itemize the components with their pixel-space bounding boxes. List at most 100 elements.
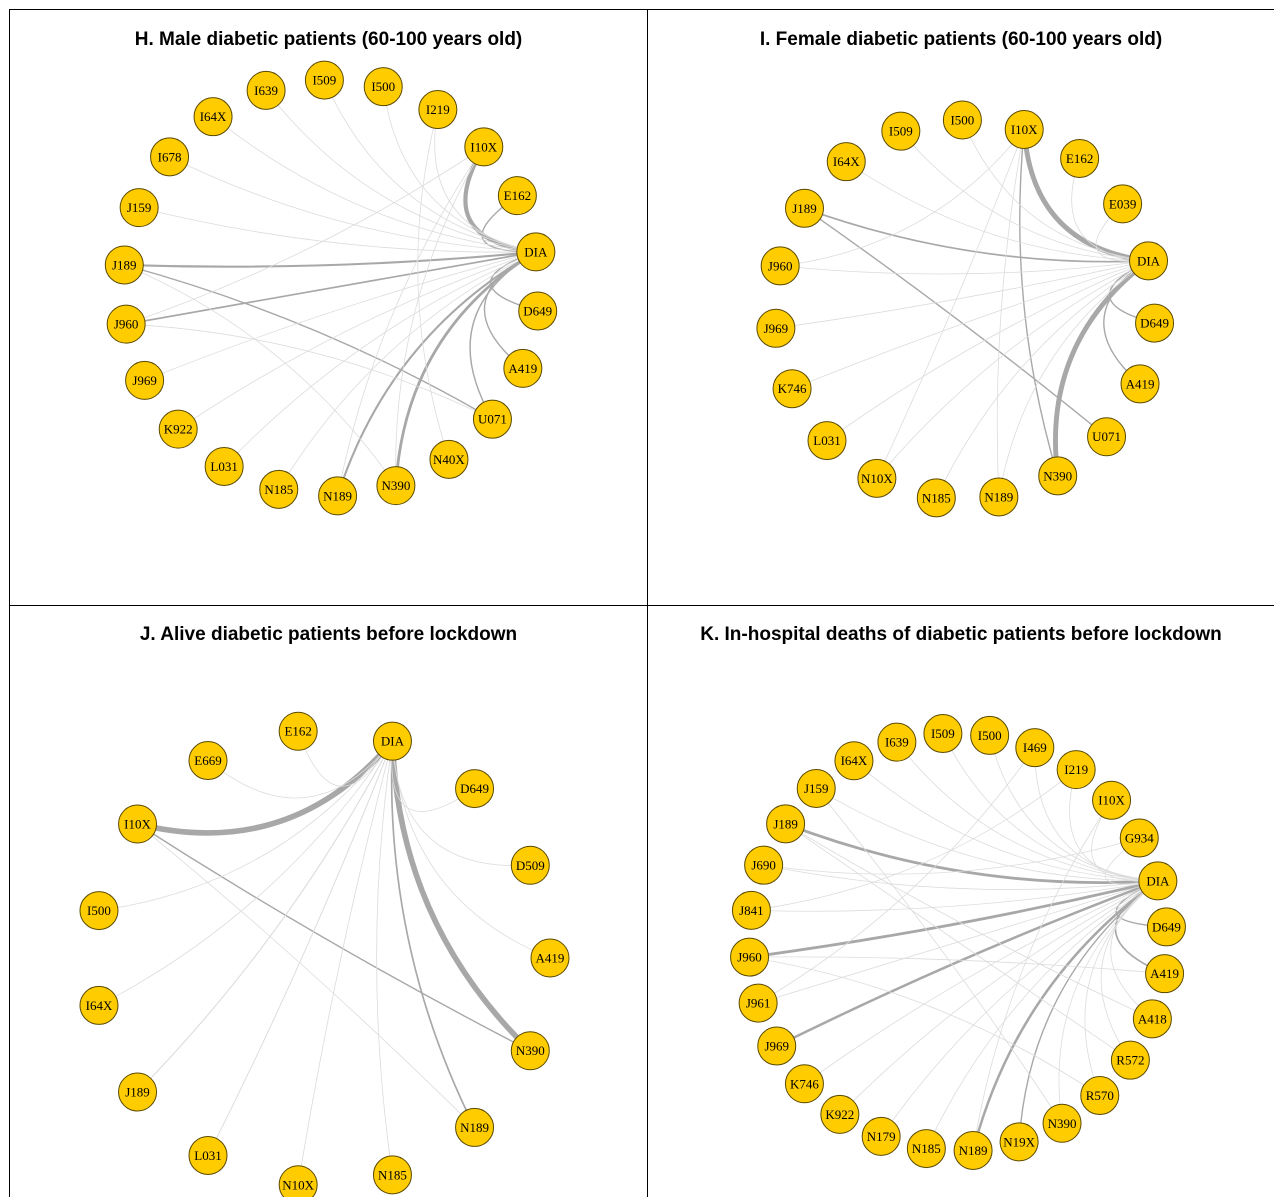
edge-dia-i219 xyxy=(1069,769,1159,882)
node-label: I509 xyxy=(312,73,336,88)
node-circle xyxy=(1110,1040,1150,1080)
node-circle xyxy=(916,478,956,518)
node-circle xyxy=(118,804,158,844)
edge-dia-d649 xyxy=(391,740,475,812)
node-label: K746 xyxy=(790,1076,819,1091)
edge-dia-i469 xyxy=(1034,747,1159,882)
node-circle xyxy=(861,1116,901,1156)
node-a419: A419 xyxy=(1120,364,1160,404)
edge-dia-j690 xyxy=(763,864,1159,890)
node-label: J960 xyxy=(114,317,139,332)
node-circle xyxy=(497,176,537,216)
node-circle xyxy=(757,1026,797,1066)
node-circle xyxy=(150,137,190,177)
edge-dia-n189 xyxy=(336,250,537,497)
node-label: D649 xyxy=(460,781,489,796)
node-label: N189 xyxy=(959,1143,988,1158)
node-i10x: I10X xyxy=(464,127,504,167)
node-circle xyxy=(246,70,286,110)
node-j969: J969 xyxy=(756,308,796,348)
node-label: A419 xyxy=(1150,966,1179,981)
node-label: J189 xyxy=(773,816,798,831)
edge-j159-n390 xyxy=(815,788,1063,1124)
node-j841: J841 xyxy=(731,890,771,930)
edge-dia-n19x xyxy=(1018,880,1159,1143)
edge-dia-j159 xyxy=(138,207,537,253)
edge-dia-n10x xyxy=(876,260,1149,479)
edge-i219-dia xyxy=(434,109,537,253)
node-circle xyxy=(530,938,570,978)
node-label: J159 xyxy=(804,781,829,796)
edge-j189-u071 xyxy=(123,264,494,420)
edge-dia-u071 xyxy=(469,251,537,420)
node-label: N185 xyxy=(378,1167,407,1182)
node-label: N390 xyxy=(381,478,410,493)
node-n185: N185 xyxy=(916,478,956,518)
edge-dia-r570 xyxy=(1084,880,1159,1096)
node-label: N19X xyxy=(1003,1134,1035,1149)
node-label: J969 xyxy=(764,321,789,336)
edge-dia-n185 xyxy=(376,740,393,1176)
node-label: J189 xyxy=(792,201,817,216)
edge-dia-i10x xyxy=(134,738,396,836)
node-circle xyxy=(826,142,866,182)
node-circle xyxy=(807,421,847,461)
node-label: L031 xyxy=(210,459,237,474)
network-graph: DIA D649 A419 U071 N390 N189 N185 N10X L031 K746 J… xyxy=(756,100,1175,518)
edge-dia-j960 xyxy=(748,879,1160,959)
node-label: A419 xyxy=(536,951,565,966)
node-i219: I219 xyxy=(418,90,458,130)
node-circle xyxy=(104,245,144,285)
edge-i10x-n189 xyxy=(337,146,485,497)
node-label: I639 xyxy=(254,83,278,98)
node-label: I10X xyxy=(1098,793,1125,808)
node-label: L031 xyxy=(194,1148,221,1163)
edge-dia-k922 xyxy=(839,880,1159,1115)
panel-title: J. Alive diabetic patients before lockdo… xyxy=(139,624,518,645)
edge-dia-a418 xyxy=(1110,880,1159,1020)
node-circle xyxy=(760,246,800,286)
edge-dia-j189 xyxy=(784,822,1160,885)
node-circle xyxy=(796,768,836,808)
node-dia: DIA xyxy=(516,232,556,272)
node-k922: K922 xyxy=(158,409,198,449)
edge-dia-n185 xyxy=(935,260,1149,499)
node-label: I10X xyxy=(1011,122,1038,137)
node-circle xyxy=(472,399,512,439)
network-graph: DIA D649 D509 A419 N390 N189 N185 N10X L031 J189 I… xyxy=(79,711,570,1197)
node-label: I509 xyxy=(931,726,955,741)
node-label: N40X xyxy=(433,452,465,467)
node-n40x: N40X xyxy=(429,439,469,479)
node-label: A419 xyxy=(1126,376,1155,391)
node-circle xyxy=(278,1165,318,1197)
node-circle xyxy=(510,845,550,885)
nodes: DIA D649 A419 A418 R572 R570 N390 N19X N189 N185 N… xyxy=(730,714,1186,1170)
edge-i10x-n189 xyxy=(137,823,475,1128)
node-dia: DIA xyxy=(372,721,412,761)
node-i219: I219 xyxy=(1056,750,1096,790)
node-circle xyxy=(79,985,119,1025)
node-n185: N185 xyxy=(906,1129,946,1169)
node-circle xyxy=(953,1130,993,1170)
node-circle xyxy=(979,477,1019,517)
panel-i-network: I. Female diabetic patients (60-100 year… xyxy=(648,10,1274,605)
node-i500: I500 xyxy=(79,891,119,931)
edge-dia-j969 xyxy=(144,251,537,381)
edge-i219-n40x xyxy=(417,109,450,460)
edge-dia-d649 xyxy=(1115,880,1168,928)
node-j960: J960 xyxy=(760,246,800,286)
node-circle xyxy=(820,1094,860,1134)
node-i500: I500 xyxy=(970,715,1010,755)
node-i500: I500 xyxy=(363,67,403,107)
edge-dia-n185 xyxy=(278,251,537,490)
node-label: J690 xyxy=(751,858,776,873)
node-n390: N390 xyxy=(1038,456,1078,496)
node-n390: N390 xyxy=(376,466,416,506)
node-j961: J961 xyxy=(738,983,778,1023)
node-circle xyxy=(1056,750,1096,790)
node-circle xyxy=(906,1129,946,1169)
node-circle xyxy=(731,890,771,930)
node-circle xyxy=(503,348,543,388)
node-label: N10X xyxy=(861,471,893,486)
